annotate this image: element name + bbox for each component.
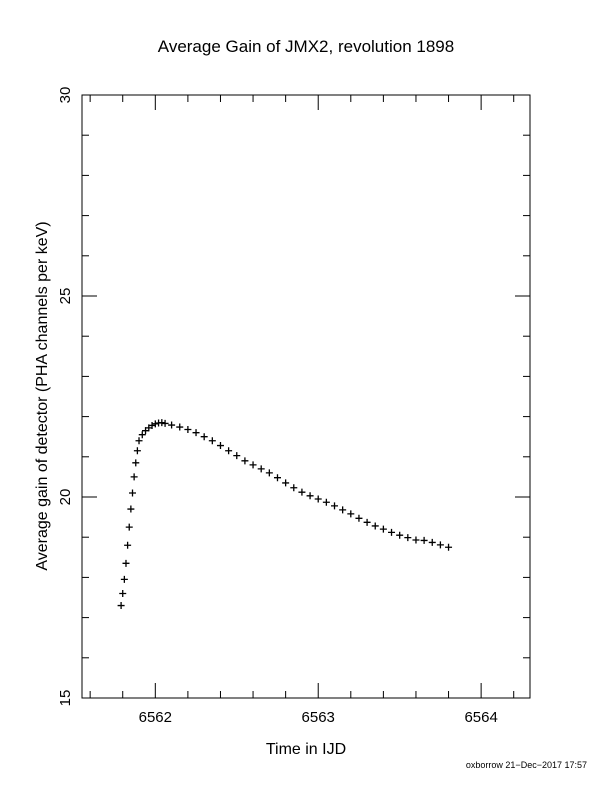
x-tick-label: 6564 bbox=[464, 709, 497, 726]
y-axis-label: Average gain of detector (PHA channels p… bbox=[34, 221, 51, 570]
data-point bbox=[158, 419, 166, 427]
data-point bbox=[265, 469, 273, 477]
data-point bbox=[371, 522, 379, 530]
data-point bbox=[120, 575, 128, 583]
data-point bbox=[148, 421, 156, 429]
data-point bbox=[117, 602, 125, 610]
data-point bbox=[257, 465, 265, 473]
data-point bbox=[225, 447, 233, 455]
data-point bbox=[445, 543, 453, 551]
data-point bbox=[124, 541, 132, 549]
x-axis-label: Time in IJD bbox=[266, 741, 346, 758]
data-series bbox=[117, 419, 453, 610]
data-point bbox=[133, 447, 141, 455]
data-point bbox=[161, 419, 169, 427]
data-point bbox=[176, 423, 184, 431]
data-point bbox=[122, 559, 130, 567]
data-point bbox=[298, 488, 306, 496]
data-point bbox=[125, 523, 133, 531]
data-point bbox=[249, 461, 257, 469]
data-point bbox=[138, 431, 146, 439]
data-point bbox=[233, 452, 241, 460]
data-point bbox=[420, 536, 428, 544]
data-point bbox=[404, 534, 412, 542]
chart-title: Average Gain of JMX2, revolution 1898 bbox=[158, 37, 454, 56]
data-point bbox=[306, 492, 314, 500]
axis-ticks: 6562 6563 6564 15 20 25 30 bbox=[57, 87, 530, 726]
data-point bbox=[322, 498, 330, 506]
plot-frame bbox=[81, 94, 531, 699]
y-tick-label: 15 bbox=[57, 690, 74, 707]
data-point bbox=[135, 437, 143, 445]
data-point bbox=[282, 479, 290, 487]
y-tick-label: 25 bbox=[57, 288, 74, 305]
data-point bbox=[314, 495, 322, 503]
data-point bbox=[208, 437, 216, 445]
y-tick-label: 20 bbox=[57, 489, 74, 506]
plot-area: 6562 6563 6564 15 20 25 30 bbox=[57, 87, 531, 726]
data-point bbox=[129, 489, 137, 497]
x-tick-label: 6563 bbox=[302, 709, 335, 726]
data-point bbox=[436, 541, 444, 549]
data-point bbox=[168, 421, 176, 429]
data-point bbox=[184, 425, 192, 433]
data-point bbox=[331, 502, 339, 510]
data-point bbox=[151, 420, 159, 428]
data-point bbox=[290, 484, 298, 492]
data-point bbox=[355, 514, 363, 522]
x-tick-label: 6562 bbox=[139, 709, 172, 726]
data-point bbox=[130, 473, 138, 481]
data-point bbox=[192, 429, 200, 437]
data-point bbox=[339, 506, 347, 514]
data-point bbox=[200, 433, 208, 441]
data-point bbox=[132, 459, 140, 467]
data-point bbox=[388, 528, 396, 536]
data-point bbox=[273, 474, 281, 482]
data-point bbox=[216, 442, 224, 450]
data-point bbox=[428, 538, 436, 546]
data-point bbox=[412, 536, 420, 544]
data-point bbox=[396, 531, 404, 539]
data-point bbox=[119, 589, 127, 597]
y-tick-label: 30 bbox=[57, 87, 74, 104]
data-point bbox=[241, 457, 249, 465]
data-point bbox=[127, 505, 135, 513]
data-point bbox=[347, 510, 355, 518]
data-point bbox=[379, 525, 387, 533]
footer-timestamp: oxborrow 21−Dec−2017 17:57 bbox=[466, 760, 587, 770]
data-point bbox=[363, 518, 371, 526]
